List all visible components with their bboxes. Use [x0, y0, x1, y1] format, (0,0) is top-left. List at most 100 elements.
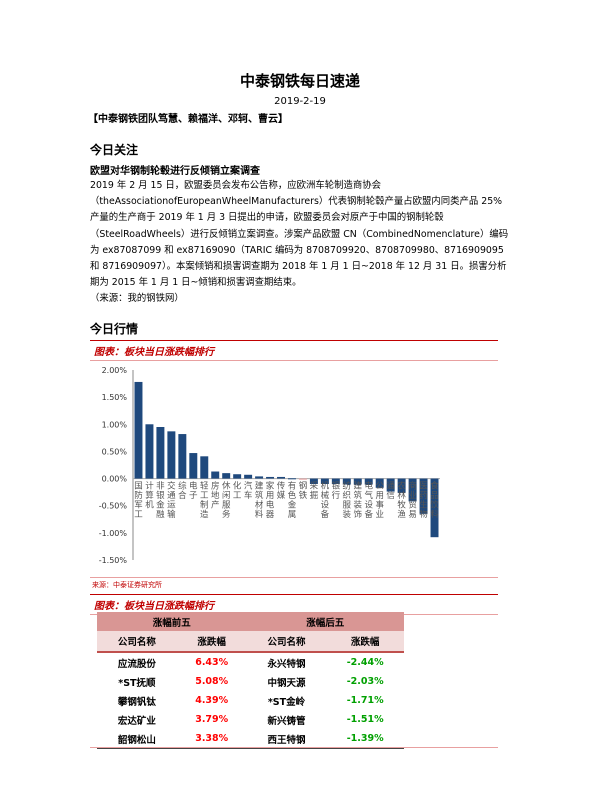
- x-tick-label: 计算机: [145, 481, 154, 511]
- focus-heading: 今日关注: [90, 143, 139, 157]
- x-tick-label: 家用电器: [266, 481, 275, 521]
- bar: [430, 478, 439, 538]
- change-value: -1.71%: [346, 695, 384, 706]
- news-body: 2019 年 2 月 15 日，欧盟委员会发布公告称，应欧洲车轮制造商协会（th…: [90, 178, 510, 308]
- bar: [298, 478, 307, 480]
- x-tick-label: 钢铁: [299, 481, 308, 502]
- x-tick-label: 通信: [386, 481, 395, 502]
- bar: [134, 381, 143, 479]
- company-name: 韶钢松山: [97, 729, 177, 749]
- x-tick-label: 电子: [189, 481, 198, 502]
- x-tick-label: 建筑材料: [255, 481, 264, 521]
- bar: [222, 473, 231, 479]
- x-tick-label: 电气设备: [364, 481, 373, 521]
- col-company: 公司名称: [97, 631, 177, 653]
- change-value: -1.39%: [326, 729, 404, 749]
- company-name: *ST金岭: [267, 696, 306, 708]
- news-title: 欧盟对华钢制轮毂进行反倾销立案调查: [90, 166, 260, 177]
- x-tick-label: 纺织服装: [343, 481, 352, 521]
- x-tick-label: 休闲服务: [222, 481, 231, 521]
- company-name: 应流股份: [117, 658, 156, 670]
- market-heading: 今日行情: [90, 322, 139, 336]
- col-change: 涨跌幅: [176, 631, 247, 653]
- table-row: *ST抚顺 5.08% 中钢天源 -2.03%: [97, 672, 404, 691]
- group-bottom5: 涨幅后五: [246, 612, 404, 631]
- team-line: 【中泰钢铁团队笃慧、赖福洋、邓轲、曹云】: [88, 114, 288, 125]
- company-name: 西王特钢: [246, 729, 327, 749]
- change-value: 4.39%: [195, 695, 229, 706]
- x-tick-label: 食品饮料: [430, 481, 439, 521]
- bar: [331, 478, 340, 484]
- x-tick-label: 交通运输: [167, 481, 176, 521]
- chart-source: 来源：中泰证券研究所: [92, 581, 162, 589]
- x-tick-label: 房地产: [211, 481, 220, 511]
- change-value: 3.38%: [176, 729, 247, 749]
- x-tick-label: 公用事业: [375, 482, 384, 521]
- change-value: 3.79%: [195, 714, 229, 725]
- x-tick-label: 非银金融: [156, 481, 165, 521]
- bar: [200, 456, 209, 479]
- x-tick-label: 汽车: [244, 481, 253, 502]
- sector-bar-chart: 2.00% 1.50% 1.00% 0.50% 0.00% -0.50% -1.00% -1.…: [99, 366, 440, 565]
- bar: [386, 478, 395, 492]
- y-tick-label: 1.00%: [102, 420, 128, 429]
- bar: [233, 474, 242, 479]
- company-name: 永兴特钢: [267, 658, 306, 670]
- bar: [364, 478, 373, 485]
- table-row: 应流股份 6.43% 永兴特钢 -2.44%: [97, 652, 404, 672]
- news-paragraph: 2019 年 2 月 15 日，欧盟委员会发布公告称，应欧洲车轮制造商协会（th…: [90, 180, 509, 289]
- report-title: 中泰钢铁每日速递: [239, 72, 360, 90]
- bar: [266, 476, 275, 479]
- news-source: （来源：我的钢铁网）: [90, 293, 184, 305]
- stock-ranking-table: 涨幅前五 涨幅后五 公司名称 涨跌幅 公司名称 涨跌幅 应流股份 6.43% 永兴特…: [97, 612, 404, 749]
- col-change: 涨跌幅: [326, 631, 404, 653]
- bar: [156, 427, 165, 479]
- y-tick-label: -0.50%: [99, 502, 128, 511]
- bar: [419, 478, 428, 514]
- bar: [375, 478, 384, 488]
- bar: [277, 476, 285, 479]
- bar: [178, 434, 187, 479]
- x-tick-label: 化工: [233, 481, 242, 502]
- bar: [211, 471, 220, 479]
- table-row: 韶钢松山 3.38% 西王特钢 -1.39%: [97, 729, 404, 749]
- bar: [255, 476, 264, 479]
- bar: [167, 431, 176, 479]
- bar: [353, 478, 362, 485]
- x-tick-label: 采掘: [310, 481, 319, 502]
- bar: [320, 478, 329, 484]
- change-value: -2.44%: [346, 657, 384, 668]
- company-name: 中钢天源: [267, 677, 306, 689]
- x-tick-label: 国防军工: [134, 482, 143, 521]
- divider: [90, 577, 498, 578]
- bar: [397, 478, 406, 493]
- y-tick-label: 0.00%: [102, 475, 128, 484]
- x-tick-label: 商业贸易: [408, 481, 417, 521]
- bar: [342, 478, 351, 485]
- x-tick-label: 医药生物: [419, 482, 428, 521]
- y-tick-label: 2.00%: [102, 366, 128, 375]
- x-tick-label: 综合: [178, 481, 187, 502]
- report-date: 2019-2-19: [274, 96, 326, 107]
- y-tick-label: -1.00%: [99, 529, 128, 538]
- change-value: 6.43%: [195, 657, 229, 668]
- company-name: 攀钢钒钛: [117, 696, 156, 708]
- company-name: 新兴铸管: [267, 715, 306, 727]
- bar: [244, 474, 253, 479]
- x-tick-label: 建筑装饰: [354, 481, 363, 521]
- bar: [288, 478, 296, 480]
- change-value: -1.51%: [346, 714, 384, 725]
- x-tick-label: 传媒: [277, 481, 286, 502]
- table-row: 攀钢钒钛 4.39% *ST金岭 -1.71%: [97, 691, 404, 710]
- divider: [90, 747, 498, 748]
- x-tick-label: 有色金属: [288, 481, 297, 521]
- x-tick-label: 农林牧渔: [397, 481, 406, 521]
- x-tick-label: 轻工制造: [200, 481, 209, 521]
- col-company: 公司名称: [246, 631, 327, 653]
- x-tick-label: 机械设备: [321, 481, 330, 521]
- y-tick-label: 0.50%: [102, 447, 128, 456]
- bar: [189, 453, 198, 479]
- change-value: -2.03%: [346, 676, 384, 687]
- y-tick-label: 1.50%: [102, 393, 128, 402]
